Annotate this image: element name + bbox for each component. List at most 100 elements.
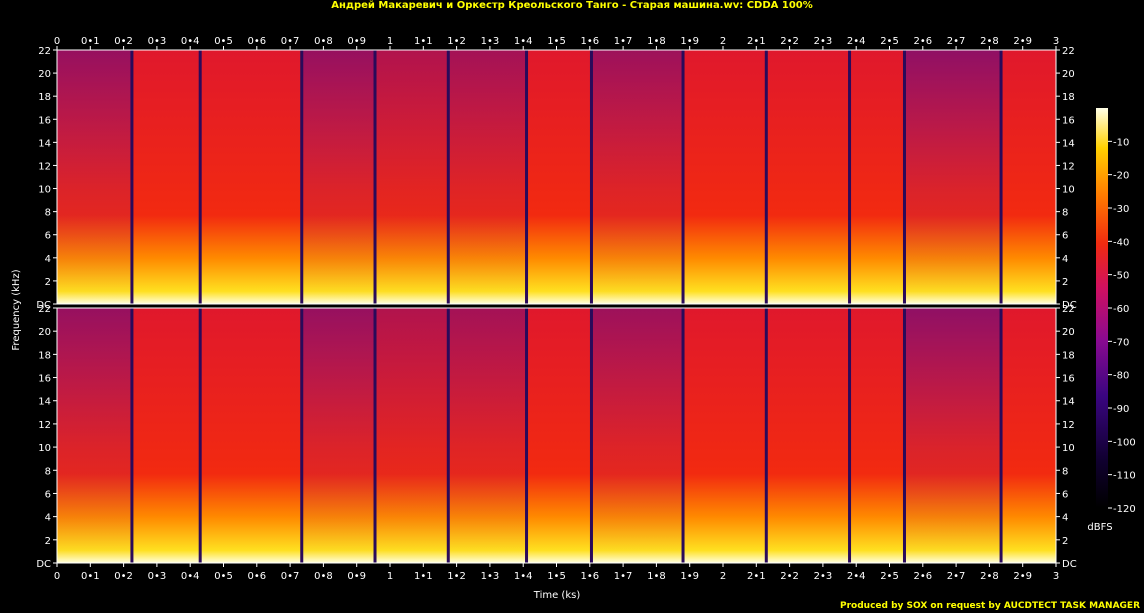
- y-tick-label: 12: [38, 161, 51, 172]
- colorbar-tick-label: -120: [1113, 504, 1136, 515]
- y-tick-label: 16: [38, 115, 51, 126]
- quiet-segment: [448, 308, 527, 563]
- y-tick-label-right: DC: [1062, 300, 1077, 311]
- x-tick-label: 1•9: [680, 571, 699, 582]
- y-tick-label-right: 16: [1062, 374, 1075, 385]
- x-axis-label: Time (ks): [533, 590, 581, 601]
- x-tick-label-top: 1: [387, 36, 393, 47]
- y-tick-label: 18: [38, 350, 51, 361]
- track-boundary: [300, 50, 304, 304]
- x-tick-label: 0•2: [114, 571, 133, 582]
- x-tick-label-top: 1•5: [547, 36, 566, 47]
- y-tick-label-right: 12: [1062, 420, 1075, 431]
- x-tick-label-top: 2•6: [913, 36, 932, 47]
- y-tick-label: 2: [45, 536, 51, 547]
- quiet-segment: [591, 308, 684, 563]
- spectrogram-left-channel: [56, 49, 1057, 305]
- y-tick-label-right: 2: [1062, 277, 1068, 288]
- track-boundary: [764, 308, 768, 563]
- x-tick-label-top: 0•6: [247, 36, 266, 47]
- track-boundary: [999, 308, 1003, 563]
- x-tick-label-top: 1•6: [580, 36, 599, 47]
- x-tick-label-top: 0•7: [281, 36, 300, 47]
- x-tick-label: 2•8: [980, 571, 999, 582]
- x-tick-label: 2•9: [1013, 571, 1032, 582]
- track-boundary: [198, 308, 202, 563]
- y-tick-label: DC: [36, 300, 51, 311]
- quiet-segment: [591, 50, 684, 304]
- y-tick-label-right: 4: [1062, 513, 1068, 524]
- colorbar: [1096, 108, 1108, 508]
- x-tick-label: 2: [720, 571, 726, 582]
- x-tick-label-top: 1•4: [514, 36, 533, 47]
- colorbar-tick-label: -100: [1113, 437, 1136, 448]
- y-tick-label: 14: [38, 138, 51, 149]
- x-tick-label-top: 2•2: [780, 36, 799, 47]
- track-boundary: [764, 50, 768, 304]
- colorbar-tick-label: -40: [1113, 237, 1129, 248]
- x-tick-label-top: 1•9: [680, 36, 699, 47]
- y-tick-label-right: 20: [1062, 69, 1075, 80]
- colorbar-tick-label: -70: [1113, 337, 1129, 348]
- y-tick-label-right: 10: [1062, 443, 1075, 454]
- y-tick-label-right: 16: [1062, 115, 1075, 126]
- x-tick-label: 1: [387, 571, 393, 582]
- x-tick-label-top: 1•7: [614, 36, 633, 47]
- track-boundary: [446, 50, 450, 304]
- track-boundary: [681, 50, 685, 304]
- y-tick-label: 6: [45, 231, 51, 242]
- spectrogram-right-channel: [56, 307, 1057, 564]
- track-boundary: [848, 50, 852, 304]
- y-tick-label: 10: [38, 443, 51, 454]
- x-tick-label-top: 2: [720, 36, 726, 47]
- x-tick-label: 0•5: [214, 571, 233, 582]
- y-tick-label-right: 22: [1062, 46, 1075, 57]
- x-tick-label: 1•1: [414, 571, 433, 582]
- x-tick-label: 2•7: [947, 571, 966, 582]
- y-tick-label: 2: [45, 277, 51, 288]
- x-tick-label: 0•9: [347, 571, 366, 582]
- x-tick-label: 2•2: [780, 571, 799, 582]
- quiet-segment: [301, 308, 376, 563]
- track-boundary: [446, 308, 450, 563]
- y-tick-label: 20: [38, 69, 51, 80]
- x-tick-label: 1•2: [447, 571, 466, 582]
- y-tick-label-right: 14: [1062, 138, 1075, 149]
- x-tick-label: 0•7: [281, 571, 300, 582]
- x-tick-label: 0•4: [181, 571, 200, 582]
- x-tick-label-top: 0•2: [114, 36, 133, 47]
- colorbar-tick-label: -60: [1113, 304, 1129, 315]
- x-tick-label-top: 2•8: [980, 36, 999, 47]
- y-tick-label-right: 8: [1062, 208, 1068, 219]
- y-tick-label-right: 6: [1062, 489, 1068, 500]
- x-tick-label: 2•4: [847, 571, 866, 582]
- y-tick-label-right: 2: [1062, 536, 1068, 547]
- x-tick-label: 0•3: [148, 571, 167, 582]
- y-tick-label-right: 6: [1062, 231, 1068, 242]
- x-tick-label-top: 0•8: [314, 36, 333, 47]
- x-tick-label: 0•1: [81, 571, 100, 582]
- y-tick-label: 22: [38, 46, 51, 57]
- x-tick-label: 2•6: [913, 571, 932, 582]
- x-tick-label: 0•8: [314, 571, 333, 582]
- colorbar-tick-label: -20: [1113, 171, 1129, 182]
- track-boundary: [300, 308, 304, 563]
- footer-credit: Produced by SOX on request by AUCDTECT T…: [840, 601, 1140, 611]
- x-tick-label-top: 1•2: [447, 36, 466, 47]
- y-tick-label-right: 4: [1062, 254, 1068, 265]
- quiet-segment: [448, 50, 527, 304]
- track-boundary: [681, 308, 685, 563]
- x-tick-label: 3: [1053, 571, 1059, 582]
- y-tick-label: 8: [45, 208, 51, 219]
- track-boundary: [198, 50, 202, 304]
- track-boundary: [999, 50, 1003, 304]
- y-tick-label: 14: [38, 397, 51, 408]
- y-tick-label-right: 12: [1062, 161, 1075, 172]
- x-tick-label-top: 2•7: [947, 36, 966, 47]
- track-boundary: [848, 308, 852, 563]
- x-tick-label-top: 1•8: [647, 36, 666, 47]
- x-tick-label-top: 2•4: [847, 36, 866, 47]
- quiet-segment: [375, 50, 449, 304]
- y-tick-label: 8: [45, 466, 51, 477]
- y-tick-label: 10: [38, 185, 51, 196]
